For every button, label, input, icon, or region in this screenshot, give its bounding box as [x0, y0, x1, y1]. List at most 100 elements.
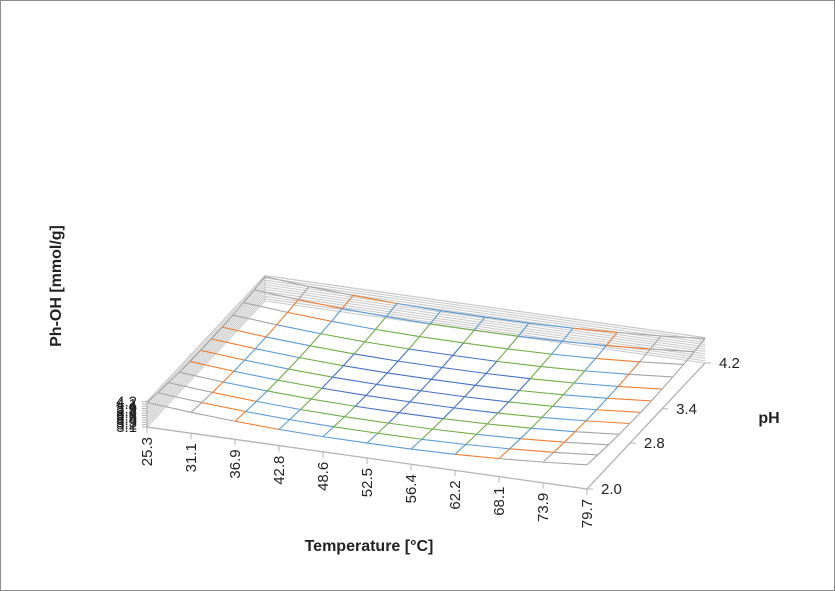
surface-segment — [332, 365, 344, 378]
surface-segment — [672, 364, 684, 378]
surface-segment — [552, 394, 564, 407]
surface-segment — [320, 333, 365, 343]
gridlines — [146, 275, 706, 428]
surface-segment — [387, 372, 432, 380]
surface-segment — [189, 360, 235, 372]
y-tick-label: 2.0 — [601, 481, 622, 498]
surface-segment — [464, 384, 476, 398]
surface-segment — [509, 448, 554, 453]
surface-segment — [476, 423, 488, 435]
surface-segment — [310, 387, 323, 400]
surface-segment — [520, 427, 532, 440]
x-tick-label: 42.8 — [271, 456, 288, 485]
z-axis-ticks: 3.13.23.33.43.53.63.73.83.944.14.2 — [116, 394, 147, 436]
surface-segment — [420, 378, 432, 392]
x-tick-label: 56.4 — [403, 474, 420, 503]
surface-segment — [649, 335, 662, 350]
surface-segment — [201, 392, 213, 403]
surface-segment — [377, 432, 422, 440]
surface-segment — [463, 329, 475, 344]
surface-segment — [430, 323, 475, 331]
surface-segment — [628, 373, 673, 378]
gridline — [146, 286, 706, 414]
z-axis-title: Ph-OH [mmol/g] — [48, 225, 65, 347]
surface-segment — [575, 431, 620, 435]
surface-segment — [264, 276, 310, 288]
surface-segment — [255, 348, 300, 359]
surface-segment — [200, 338, 212, 351]
surface-segment — [432, 418, 444, 430]
surface-segment — [354, 353, 399, 362]
z-tick-label: 3.4 — [116, 412, 137, 429]
surface-segment — [146, 392, 159, 403]
surface-segment — [650, 388, 663, 402]
surface-segment — [399, 412, 444, 420]
surface-segment — [344, 416, 389, 424]
surface-segment — [474, 373, 487, 386]
surface-segment — [508, 401, 553, 407]
surface-segment — [376, 383, 421, 392]
surface-segment — [146, 401, 192, 413]
surface-segment — [388, 422, 433, 430]
surface-segment — [409, 390, 422, 403]
x-tick-label: 25.3 — [139, 437, 156, 466]
surface-segment — [484, 316, 530, 324]
surface-segment — [377, 422, 389, 434]
surface-segment — [331, 308, 343, 322]
surface-segment — [562, 340, 607, 347]
surface-segment — [342, 307, 387, 318]
surface-segment — [221, 326, 267, 338]
surface-segment — [365, 383, 378, 396]
surface-segment — [442, 407, 455, 420]
surface-segment — [321, 387, 366, 397]
surface-segment — [530, 378, 575, 384]
surface-segment — [234, 411, 247, 422]
surface-segment — [596, 409, 641, 413]
surface-segment — [528, 322, 574, 329]
surface-segment — [333, 426, 378, 434]
surface-segment — [244, 348, 256, 361]
surface-segment — [300, 398, 312, 410]
surface-segment — [287, 299, 299, 313]
surface-segment — [606, 345, 651, 350]
surface-segment — [332, 376, 377, 385]
surface-segment — [157, 382, 169, 394]
surface-segment — [419, 336, 464, 344]
surface-segment — [475, 384, 520, 392]
surface-segment — [256, 400, 301, 411]
surface-segment — [628, 361, 640, 375]
surface-segment — [342, 353, 355, 367]
surface-segment — [265, 324, 278, 338]
surface-segment — [321, 376, 334, 389]
surface-segment — [375, 328, 420, 338]
z-tick-label: 4 — [129, 398, 137, 415]
surface-segment — [629, 411, 642, 424]
surface-segment — [564, 431, 576, 443]
surface-segment — [429, 310, 442, 325]
surface-segment — [343, 365, 388, 374]
surface-segment — [553, 441, 565, 453]
surface-segment — [660, 335, 706, 340]
surface-segment — [540, 353, 552, 367]
surface-segment — [222, 370, 235, 383]
surface-segment — [298, 299, 343, 310]
surface-segment — [157, 392, 202, 404]
surface-segment — [297, 286, 310, 300]
surface-mesh — [146, 276, 706, 466]
surface-segment — [585, 409, 598, 422]
surface-segment — [245, 410, 290, 421]
surface-segment — [542, 451, 555, 463]
surface-segment — [419, 323, 431, 337]
surface-segment — [365, 394, 410, 403]
surface-segment — [212, 381, 224, 393]
surface-segment — [607, 397, 652, 402]
surface-segment — [409, 401, 454, 409]
surface-segment — [421, 428, 433, 440]
surface-segment — [597, 444, 609, 456]
x-tick-label: 48.6 — [315, 462, 332, 491]
x-axis-title: Temperature [°C] — [305, 538, 434, 555]
surface-segment — [311, 398, 356, 407]
surface-segment — [530, 417, 543, 429]
surface-segment — [244, 359, 289, 370]
